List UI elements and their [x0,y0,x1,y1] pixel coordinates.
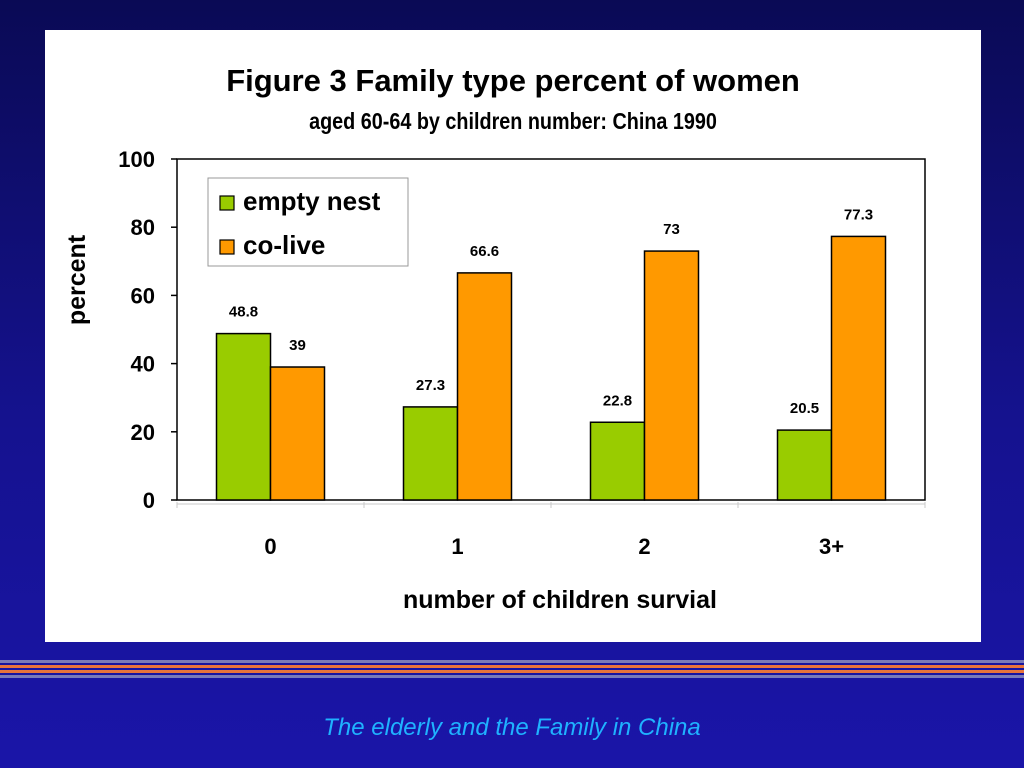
data-label: 48.8 [229,304,258,321]
bar-empty-nest [776,429,833,501]
bar-chart: 0 20 40 60 80 100 0 1 2 3+ 48.8 27.3 22.8 20.5 39 66.6 7… [63,147,926,614]
legend-label: co-live [243,230,325,260]
y-axis-title: percent [63,234,91,325]
y-tick-label: 20 [131,420,155,445]
legend-label: empty nest [243,186,381,216]
data-label: 77.3 [844,206,873,223]
divider-accent-line [0,665,1024,668]
bar-empty-nest [402,406,459,501]
x-tick-label: 3+ [819,534,844,559]
bar-empty-nest [215,332,272,501]
x-tick-label: 1 [451,534,463,559]
data-label: 27.3 [416,377,445,394]
y-tick-label: 100 [118,147,155,172]
bar-co-live [830,235,887,501]
footer-divider [0,660,1024,682]
y-tick-label: 60 [131,283,155,308]
plot-area [176,158,926,501]
chart-title: Figure 3 Family type percent of women [226,63,800,98]
legend [207,177,409,267]
data-label: 39 [289,337,306,354]
data-label: 20.5 [790,400,819,417]
y-tick-label: 80 [131,215,155,240]
data-label: 22.8 [603,392,632,409]
legend-swatch-empty-nest [219,195,235,211]
footer-caption: The elderly and the Family in China [323,714,701,741]
data-label: 73 [663,221,680,238]
data-label: 66.6 [470,243,499,260]
x-tick-label: 0 [264,534,276,559]
y-tick-label: 0 [143,488,155,513]
bar-empty-nest [589,421,646,501]
chart-subtitle: aged 60-64 by children number: China 199… [309,108,717,134]
bar-co-live [269,366,326,501]
bar-co-live [456,272,513,501]
chart-panel: Figure 3 Family type percent of women ag… [45,30,981,642]
x-tick-label: 2 [638,534,650,559]
bar-co-live [643,250,700,501]
x-axis-title: number of children survial [403,586,717,614]
legend-swatch-co-live [219,239,235,255]
y-tick-label: 40 [131,352,155,377]
